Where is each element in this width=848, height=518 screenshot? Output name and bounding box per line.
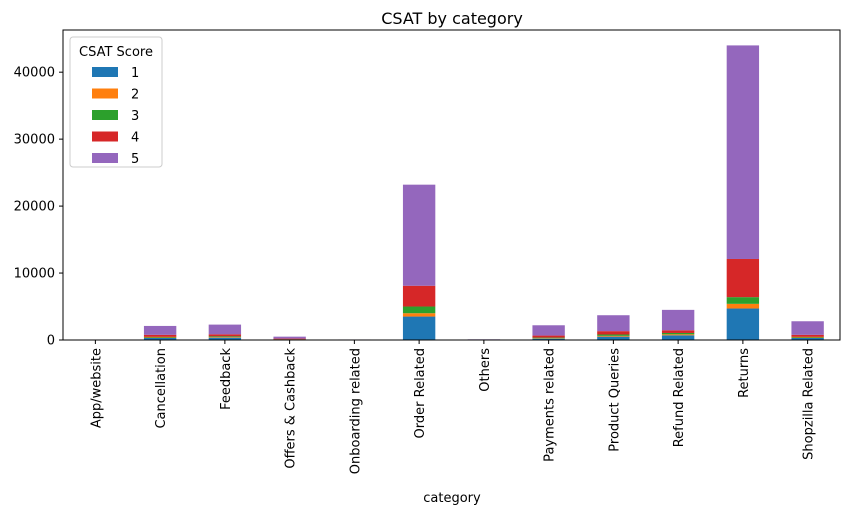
- bar-segment: [144, 337, 176, 338]
- x-axis-label: category: [423, 491, 481, 506]
- bar-segment: [662, 310, 694, 330]
- bar-segment: [209, 325, 241, 335]
- bar-segment: [403, 185, 435, 286]
- bar-segment: [532, 336, 564, 338]
- legend: CSAT Score 1 2 3 4 5: [70, 37, 162, 167]
- legend-entry-label: 2: [131, 88, 139, 103]
- y-tick-label: 10000: [14, 267, 55, 282]
- chart-title: CSAT by category: [381, 9, 523, 28]
- x-tick-label: Product Queries: [607, 348, 622, 452]
- legend-entry-label: 5: [131, 152, 139, 167]
- x-tick-label: Offers & Cashback: [284, 348, 299, 469]
- legend-swatch: [92, 132, 118, 142]
- bars-layer: [79, 45, 824, 340]
- bar-segment: [662, 330, 694, 333]
- legend-swatch: [92, 110, 118, 120]
- y-tick-label: 0: [47, 334, 55, 349]
- y-axis: 0 10000 20000 30000 40000: [14, 66, 63, 349]
- legend-swatch: [92, 153, 118, 163]
- bar-segment: [403, 307, 435, 314]
- x-tick-label: Onboarding related: [348, 348, 363, 474]
- x-tick-label: Returns: [737, 348, 752, 398]
- x-tick-label: Order Related: [413, 348, 428, 438]
- bar-segment: [727, 309, 759, 340]
- legend-title: CSAT Score: [79, 45, 153, 60]
- y-tick-label: 20000: [14, 200, 55, 215]
- bar-segment: [791, 335, 823, 337]
- bar-segment: [662, 334, 694, 335]
- legend-entry-label: 4: [131, 131, 139, 146]
- legend-swatch: [92, 89, 118, 99]
- bar-segment: [209, 334, 241, 336]
- bar-segment: [791, 321, 823, 335]
- bar-segment: [144, 335, 176, 337]
- bar-segment: [727, 45, 759, 259]
- bar-segment: [209, 336, 241, 337]
- plot-frame: [63, 30, 840, 340]
- x-tick-label: Others: [478, 348, 493, 392]
- bar-segment: [597, 336, 629, 337]
- x-tick-label: Feedback: [219, 348, 234, 410]
- bar-segment: [403, 286, 435, 307]
- x-tick-label: App/website: [89, 348, 104, 428]
- x-axis: App/website Cancellation Feedback Offers & …: [89, 340, 816, 474]
- legend-entry-label: 1: [131, 66, 139, 81]
- x-tick-label: Shopzilla Related: [802, 348, 817, 460]
- bar-segment: [597, 331, 629, 334]
- bar-segment: [403, 317, 435, 340]
- bar-segment: [532, 325, 564, 335]
- bar-segment: [727, 259, 759, 297]
- legend-entry-label: 3: [131, 109, 139, 124]
- bar-segment: [727, 297, 759, 304]
- x-tick-label: Payments related: [543, 348, 558, 462]
- bar-segment: [144, 326, 176, 335]
- x-tick-label: Cancellation: [154, 348, 169, 429]
- bar-segment: [273, 337, 305, 339]
- bar-segment: [597, 315, 629, 331]
- bar-segment: [403, 313, 435, 316]
- bar-segment: [727, 304, 759, 309]
- bar-segment: [273, 339, 305, 340]
- bar-segment: [209, 337, 241, 338]
- legend-swatch: [92, 67, 118, 77]
- bar-segment: [597, 337, 629, 340]
- bar-segment: [662, 335, 694, 340]
- y-tick-label: 40000: [14, 66, 55, 81]
- bar-segment: [791, 337, 823, 338]
- y-tick-label: 30000: [14, 133, 55, 148]
- bar-segment: [532, 338, 564, 339]
- bar-segment: [597, 335, 629, 336]
- bar-segment: [662, 333, 694, 334]
- x-tick-label: Refund Related: [672, 348, 687, 447]
